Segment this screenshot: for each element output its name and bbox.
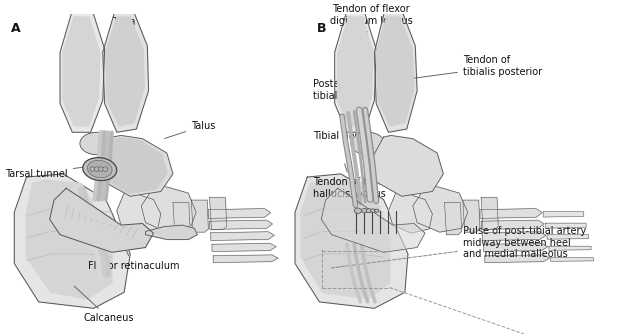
Text: Pulse of post-tibial artery
midway between heel
and medial malleolus: Pulse of post-tibial artery midway betwe…	[331, 226, 586, 268]
Polygon shape	[551, 258, 593, 261]
Polygon shape	[545, 223, 586, 228]
Polygon shape	[103, 138, 167, 193]
Polygon shape	[335, 11, 376, 132]
Polygon shape	[482, 232, 546, 241]
Polygon shape	[14, 174, 130, 308]
Polygon shape	[481, 220, 544, 229]
Ellipse shape	[90, 167, 95, 171]
Polygon shape	[146, 225, 197, 240]
Ellipse shape	[374, 209, 379, 212]
Ellipse shape	[354, 208, 361, 213]
Polygon shape	[100, 135, 173, 196]
Polygon shape	[543, 212, 583, 217]
Polygon shape	[210, 220, 272, 229]
Text: Posterior
tibial artery: Posterior tibial artery	[313, 80, 371, 114]
Polygon shape	[295, 174, 408, 308]
Text: Calcaneus: Calcaneus	[74, 286, 134, 323]
Ellipse shape	[103, 167, 108, 171]
Polygon shape	[549, 246, 591, 250]
Polygon shape	[413, 187, 467, 232]
Ellipse shape	[351, 132, 384, 155]
Text: Tendon of
tibialis posterior: Tendon of tibialis posterior	[396, 55, 542, 81]
Text: Tibia: Tibia	[112, 17, 136, 38]
Polygon shape	[173, 203, 190, 235]
Polygon shape	[445, 203, 462, 235]
Polygon shape	[376, 17, 414, 126]
Text: Tendon of flexor
hallucis longus: Tendon of flexor hallucis longus	[313, 164, 391, 199]
Text: Tarsal tunnel: Tarsal tunnel	[5, 166, 89, 179]
Polygon shape	[321, 188, 425, 252]
Text: Flexor retinaculum: Flexor retinaculum	[87, 235, 179, 271]
Polygon shape	[50, 188, 153, 252]
Text: Talus: Talus	[165, 121, 216, 138]
Text: A: A	[11, 22, 21, 35]
Text: Tendon of flexor
digitorum longus: Tendon of flexor digitorum longus	[330, 4, 413, 53]
Polygon shape	[301, 180, 389, 299]
Polygon shape	[106, 17, 144, 126]
Ellipse shape	[80, 132, 113, 155]
Ellipse shape	[366, 209, 371, 213]
Polygon shape	[338, 17, 373, 126]
Polygon shape	[371, 135, 443, 196]
Polygon shape	[480, 209, 542, 218]
Text: B: B	[316, 22, 326, 35]
Polygon shape	[463, 200, 480, 232]
Polygon shape	[210, 198, 227, 229]
Polygon shape	[374, 11, 417, 132]
Ellipse shape	[82, 158, 117, 180]
Text: Tibial nerve: Tibial nerve	[313, 131, 371, 141]
Polygon shape	[117, 193, 161, 233]
Polygon shape	[192, 200, 208, 232]
Polygon shape	[141, 187, 196, 232]
Polygon shape	[484, 243, 547, 252]
Ellipse shape	[371, 209, 376, 212]
Ellipse shape	[87, 160, 112, 178]
Polygon shape	[485, 255, 549, 262]
Polygon shape	[213, 255, 278, 262]
Polygon shape	[63, 17, 100, 126]
Ellipse shape	[94, 167, 99, 171]
Polygon shape	[212, 243, 276, 252]
Ellipse shape	[99, 167, 104, 171]
Polygon shape	[208, 209, 270, 218]
Polygon shape	[60, 11, 105, 132]
Polygon shape	[211, 232, 274, 241]
Polygon shape	[547, 235, 588, 239]
Polygon shape	[481, 198, 498, 229]
Polygon shape	[27, 180, 112, 299]
Polygon shape	[103, 11, 149, 132]
Polygon shape	[388, 193, 432, 233]
Ellipse shape	[361, 208, 368, 213]
